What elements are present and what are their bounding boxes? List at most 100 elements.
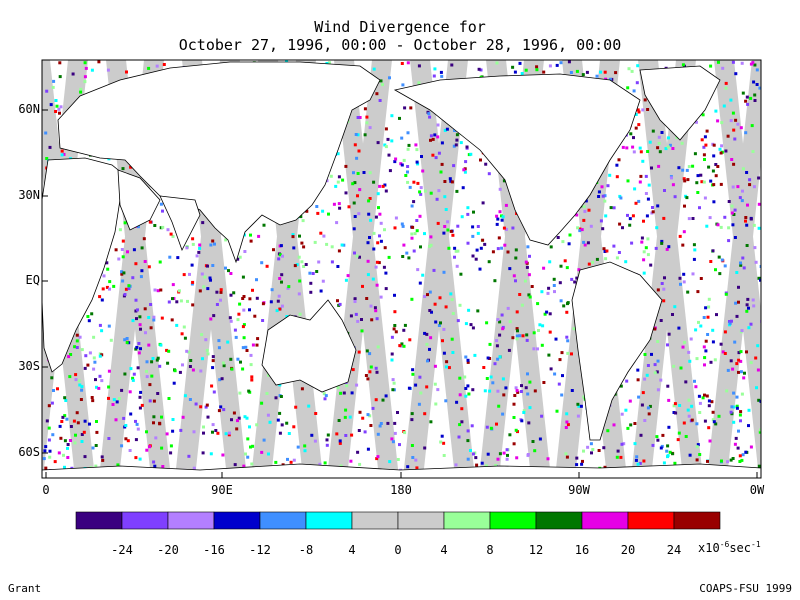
- divergence-speckle: [134, 298, 138, 302]
- divergence-speckle: [629, 132, 633, 136]
- divergence-speckle: [679, 282, 682, 286]
- divergence-speckle: [129, 367, 133, 371]
- divergence-speckle: [683, 340, 687, 344]
- divergence-speckle: [417, 402, 421, 406]
- divergence-speckle: [145, 369, 148, 373]
- coastlines: [42, 61, 761, 478]
- divergence-speckle: [140, 403, 144, 407]
- divergence-speckle: [700, 138, 704, 142]
- divergence-speckle: [575, 463, 579, 467]
- divergence-speckle: [216, 431, 220, 435]
- divergence-speckle: [292, 246, 296, 250]
- divergence-speckle: [758, 86, 761, 90]
- divergence-speckle: [643, 98, 647, 102]
- divergence-speckle: [98, 354, 102, 358]
- divergence-speckle: [586, 445, 590, 449]
- divergence-speckle: [255, 343, 259, 347]
- divergence-speckle: [480, 461, 484, 465]
- divergence-speckle: [227, 269, 230, 273]
- divergence-speckle: [412, 249, 416, 253]
- divergence-speckle: [296, 445, 300, 449]
- divergence-speckle: [721, 66, 725, 70]
- divergence-speckle: [646, 364, 650, 367]
- divergence-speckle: [720, 121, 724, 125]
- divergence-speckle: [80, 388, 84, 392]
- divergence-speckle: [437, 324, 441, 327]
- divergence-speckle: [464, 355, 468, 359]
- divergence-speckle: [278, 431, 282, 435]
- divergence-speckle: [79, 90, 83, 94]
- divergence-speckle: [98, 323, 102, 327]
- divergence-speckle: [645, 373, 649, 377]
- divergence-speckle: [759, 400, 761, 403]
- divergence-speckle: [581, 459, 584, 463]
- divergence-speckle: [154, 436, 158, 440]
- divergence-speckle: [489, 375, 493, 379]
- divergence-speckle: [189, 359, 193, 362]
- divergence-speckle: [55, 104, 59, 108]
- divergence-speckle: [710, 400, 714, 404]
- divergence-speckle: [432, 74, 436, 78]
- divergence-speckle: [54, 110, 58, 113]
- divergence-speckle: [139, 275, 143, 279]
- divergence-speckle: [447, 366, 451, 370]
- divergence-speckle: [637, 199, 641, 203]
- divergence-speckle: [729, 359, 733, 363]
- divergence-speckle: [198, 243, 202, 247]
- divergence-speckle: [694, 385, 698, 389]
- divergence-speckle: [198, 246, 202, 250]
- divergence-speckle: [229, 272, 233, 275]
- divergence-speckle: [549, 245, 553, 249]
- divergence-speckle: [134, 262, 138, 266]
- divergence-speckle: [73, 345, 77, 349]
- divergence-speckle: [524, 260, 528, 264]
- divergence-speckle: [134, 456, 138, 460]
- divergence-speckle: [493, 279, 497, 283]
- divergence-speckle: [725, 389, 729, 393]
- divergence-speckle: [559, 299, 563, 303]
- divergence-speckle: [418, 214, 422, 218]
- divergence-speckle: [416, 181, 420, 185]
- divergence-speckle: [673, 461, 677, 465]
- divergence-speckle: [638, 146, 642, 150]
- divergence-speckle: [449, 229, 453, 233]
- divergence-speckle: [202, 431, 205, 435]
- divergence-speckle: [341, 178, 345, 182]
- divergence-speckle: [338, 206, 342, 210]
- divergence-speckle: [728, 320, 731, 323]
- divergence-speckle: [419, 245, 422, 249]
- divergence-speckle: [519, 390, 523, 393]
- divergence-speckle: [442, 441, 446, 445]
- divergence-speckle: [707, 399, 711, 403]
- divergence-speckle: [77, 379, 81, 383]
- divergence-speckle: [148, 445, 151, 449]
- divergence-speckle: [414, 143, 418, 147]
- divergence-speckle: [580, 462, 584, 466]
- divergence-speckle: [602, 446, 606, 450]
- divergence-speckle: [660, 239, 664, 243]
- divergence-speckle: [520, 419, 524, 423]
- divergence-speckle: [506, 250, 510, 254]
- divergence-speckle: [540, 343, 544, 347]
- divergence-speckle: [735, 271, 739, 274]
- divergence-speckle: [740, 458, 744, 462]
- divergence-speckle: [147, 316, 151, 319]
- map-title-line2: October 27, 1996, 00:00 - October 28, 19…: [178, 36, 622, 54]
- divergence-speckle: [758, 430, 761, 434]
- divergence-speckle: [156, 356, 160, 360]
- divergence-speckle: [158, 364, 162, 368]
- divergence-speckle: [458, 303, 462, 307]
- divergence-speckle: [497, 404, 501, 408]
- divergence-speckle: [358, 410, 362, 414]
- divergence-speckle: [561, 374, 564, 378]
- divergence-speckle: [237, 416, 241, 420]
- divergence-speckle: [501, 215, 505, 219]
- divergence-speckle: [194, 402, 198, 406]
- divergence-speckle: [419, 391, 423, 395]
- divergence-speckle: [86, 315, 90, 318]
- divergence-speckle: [383, 183, 387, 187]
- divergence-speckle: [255, 296, 259, 300]
- divergence-speckle: [656, 359, 660, 363]
- divergence-speckle: [755, 68, 759, 72]
- divergence-speckle: [300, 387, 304, 391]
